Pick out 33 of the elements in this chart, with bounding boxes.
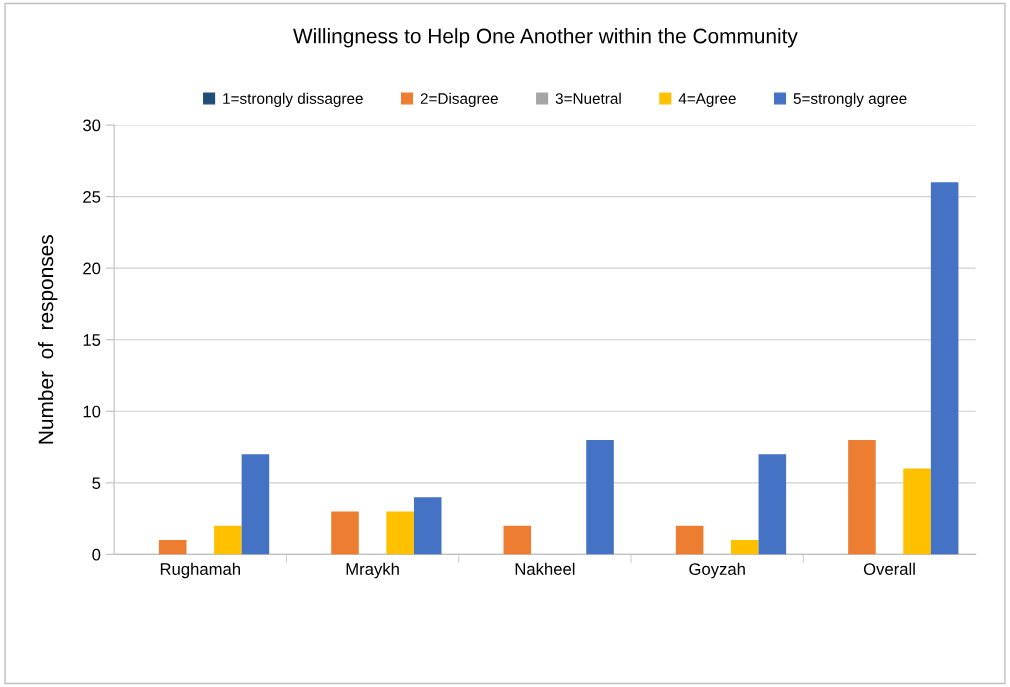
bar [413,497,442,555]
x-tick-label: Rughamah [160,562,240,579]
x-tick-label: Goyzah [689,562,745,579]
y-tick-label: 20 [83,262,101,275]
y-tick-label: 25 [83,191,101,203]
y-tick-label: 10 [83,405,101,418]
bar [214,525,242,555]
bar [730,540,759,555]
legend-label: 1=strongly dissagree [223,92,363,107]
bar [386,511,414,555]
bar [158,540,187,555]
y-tick-label: 5 [92,477,101,490]
y-tick-label: 30 [83,119,101,132]
legend-label: 3=Nuetral [555,92,621,104]
bar [241,454,270,555]
bar [848,439,876,555]
y-axis-title: Number of responses [37,235,58,444]
bar [675,525,704,555]
bar [903,468,931,555]
bar [331,511,359,555]
bar [930,182,959,555]
y-tick-label: 0 [92,548,101,561]
legend-label: 2=Disagree [420,92,498,107]
bar [758,454,787,555]
chart-title: Willingness to Help One Another within the Community [293,28,798,48]
legend-label: 4=Agree [678,93,736,107]
y-tick-label: 15 [83,334,101,346]
x-tick-label: Overall [863,562,915,575]
legend-label: 5=strongly agree [793,92,907,107]
bar [503,525,532,555]
bar [586,439,614,555]
x-tick-label: Nakheel [515,562,575,575]
x-tick-label: Mraykh [346,562,399,579]
